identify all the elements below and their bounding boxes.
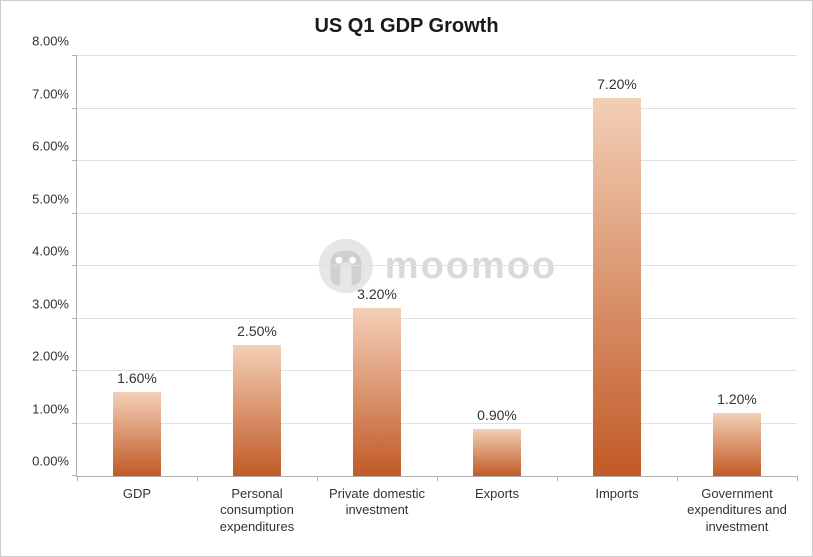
bar-slot: 3.20%Private domestic investment bbox=[317, 56, 437, 476]
bar: 1.60% bbox=[113, 392, 161, 476]
chart-title: US Q1 GDP Growth bbox=[1, 1, 812, 38]
xtick-mark bbox=[677, 476, 678, 481]
xtick-mark bbox=[317, 476, 318, 481]
xtick-mark bbox=[557, 476, 558, 481]
category-label: Imports bbox=[562, 486, 672, 502]
category-label: Personal consumption expenditures bbox=[202, 486, 312, 535]
bars-group: 1.60%GDP2.50%Personal consumption expend… bbox=[77, 56, 797, 476]
bar-slot: 0.90%Exports bbox=[437, 56, 557, 476]
xtick-mark bbox=[437, 476, 438, 481]
bar-slot: 1.20%Government expenditures and investm… bbox=[677, 56, 797, 476]
xtick-mark bbox=[197, 476, 198, 481]
category-label: Exports bbox=[442, 486, 552, 502]
ytick-label: 0.00% bbox=[32, 454, 69, 469]
ytick-label: 4.00% bbox=[32, 244, 69, 259]
bar: 7.20% bbox=[593, 98, 641, 476]
bar-value-label: 1.60% bbox=[117, 370, 157, 386]
ytick-label: 6.00% bbox=[32, 139, 69, 154]
ytick-label: 7.00% bbox=[32, 86, 69, 101]
ytick-label: 5.00% bbox=[32, 191, 69, 206]
ytick-label: 2.00% bbox=[32, 349, 69, 364]
bar: 0.90% bbox=[473, 429, 521, 476]
plot-area: moomoo 0.00%1.00%2.00%3.00%4.00%5.00%6.0… bbox=[76, 56, 797, 477]
bar-slot: 1.60%GDP bbox=[77, 56, 197, 476]
xtick-mark bbox=[77, 476, 78, 481]
bar-value-label: 0.90% bbox=[477, 407, 517, 423]
bar: 2.50% bbox=[233, 345, 281, 476]
category-label: Government expenditures and investment bbox=[682, 486, 792, 535]
bar: 3.20% bbox=[353, 308, 401, 476]
bar-value-label: 2.50% bbox=[237, 323, 277, 339]
bar-value-label: 7.20% bbox=[597, 76, 637, 92]
bar-slot: 7.20%Imports bbox=[557, 56, 677, 476]
category-label: Private domestic investment bbox=[322, 486, 432, 519]
bar-value-label: 1.20% bbox=[717, 391, 757, 407]
ytick-label: 8.00% bbox=[32, 34, 69, 49]
category-label: GDP bbox=[82, 486, 192, 502]
ytick-label: 3.00% bbox=[32, 296, 69, 311]
bar-value-label: 3.20% bbox=[357, 286, 397, 302]
chart-container: US Q1 GDP Growth moomoo 0.00%1.00%2.00%3… bbox=[0, 0, 813, 557]
bar-slot: 2.50%Personal consumption expenditures bbox=[197, 56, 317, 476]
bar: 1.20% bbox=[713, 413, 761, 476]
ytick-label: 1.00% bbox=[32, 401, 69, 416]
xtick-mark bbox=[797, 476, 798, 481]
